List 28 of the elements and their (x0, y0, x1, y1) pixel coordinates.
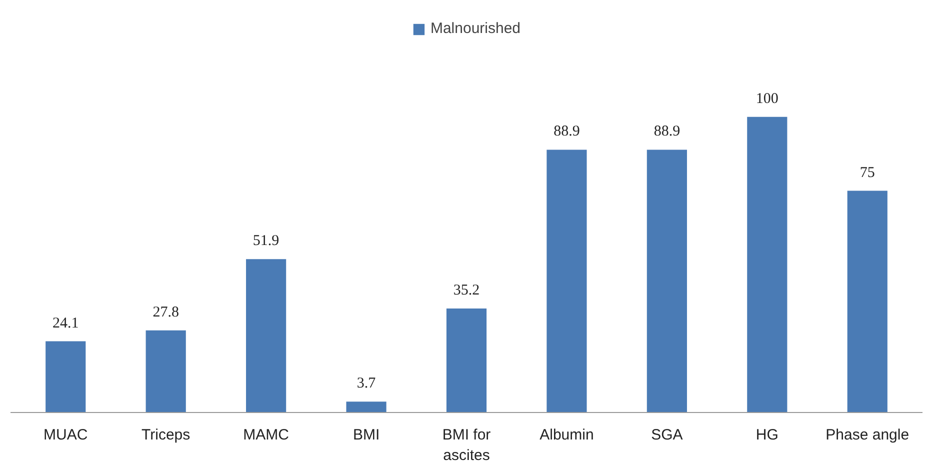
x-tick-label: Triceps (142, 426, 190, 444)
data-label: 88.9 (554, 124, 580, 140)
bar (747, 116, 788, 412)
x-tick-label: BMI (352, 426, 380, 444)
x-tick-label: HG (756, 426, 778, 444)
legend-label: Malnourished (430, 20, 521, 37)
data-label: 35.2 (453, 282, 480, 298)
bar (346, 402, 386, 412)
bar (246, 259, 286, 412)
bar (546, 150, 587, 412)
bar (46, 341, 86, 412)
x-tick-label: SGA (651, 426, 683, 444)
x-tick-label: BMI for ascites (442, 426, 491, 464)
data-label: 100 (756, 90, 778, 107)
data-label: 51.9 (252, 233, 280, 250)
x-tick-label: MAMC (243, 426, 290, 444)
x-tick-label: Albumin (540, 426, 594, 444)
x-tick-label: Phase angle (826, 426, 910, 444)
bar (146, 330, 186, 412)
bar (847, 190, 888, 412)
data-label: 24.1 (52, 315, 79, 332)
x-tick-label: MUAC (44, 426, 88, 444)
bar (646, 150, 687, 412)
data-label: 27.8 (152, 304, 179, 320)
bar (446, 308, 487, 412)
data-label: 88.9 (654, 124, 680, 140)
data-label: 75 (860, 164, 875, 181)
data-label: 3.7 (356, 376, 376, 392)
